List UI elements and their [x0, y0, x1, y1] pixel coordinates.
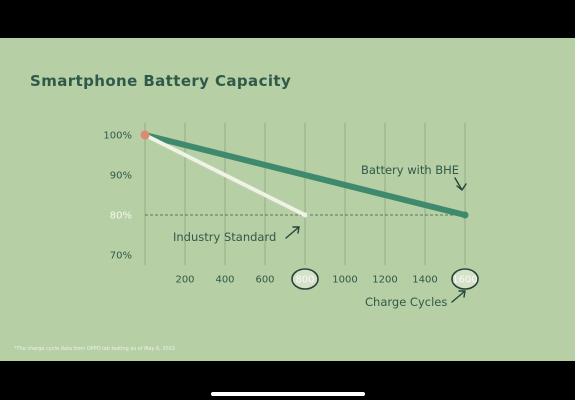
annotation-arrow-bhe	[454, 177, 467, 192]
x-tick-label-400: 400	[215, 275, 234, 286]
series-line-bhe	[142, 132, 468, 218]
home-indicator[interactable]	[211, 392, 365, 396]
annotation-battery-with-bhe: Battery with BHE	[361, 163, 459, 177]
annotation-arrow-industry	[285, 226, 300, 239]
x-tick-label-1400: 1400	[412, 275, 437, 286]
end-point-series-1	[302, 212, 308, 218]
series-lines	[140, 130, 469, 219]
y-tick-label-70: 70%	[110, 251, 132, 262]
y-tick-label-80: 80%	[110, 211, 132, 222]
battery-capacity-chart: 70% 80% 90% 100% 200 400 600 800 1000 1200 1400 160…	[103, 123, 479, 309]
x-tick-label-1600: 1600	[452, 275, 477, 286]
annotations: Battery with BHE Industry Standard Charge …	[173, 163, 467, 309]
x-axis-label-arrow	[451, 290, 466, 303]
x-tick-label-1000: 1000	[332, 275, 357, 286]
x-tick-highlight-800	[291, 268, 319, 290]
x-tick-label-600: 600	[255, 275, 274, 286]
slide: Smartphone Battery Capacity 70% 80% 90% 100…	[0, 38, 575, 361]
start-point	[140, 130, 150, 140]
y-tick-label-100: 100%	[103, 131, 132, 142]
x-tick-highlight-1600	[451, 268, 479, 290]
end-point-series-0	[461, 211, 469, 219]
tick-labels: 70% 80% 90% 100% 200 400 600 800 1000 1200 1400 160…	[103, 131, 479, 290]
x-tick-label-800: 800	[295, 275, 314, 286]
chart-title: Smartphone Battery Capacity	[30, 72, 292, 90]
x-axis-label: Charge Cycles	[365, 295, 447, 309]
grid-lines	[144, 123, 466, 265]
x-tick-label-1200: 1200	[372, 275, 397, 286]
footnote: *The charge cycle data from OPPO lab tes…	[14, 346, 176, 352]
y-tick-label-90: 90%	[110, 171, 132, 182]
x-tick-label-200: 200	[175, 275, 194, 286]
annotation-industry-standard: Industry Standard	[173, 230, 276, 244]
series-line-industry	[143, 133, 307, 217]
